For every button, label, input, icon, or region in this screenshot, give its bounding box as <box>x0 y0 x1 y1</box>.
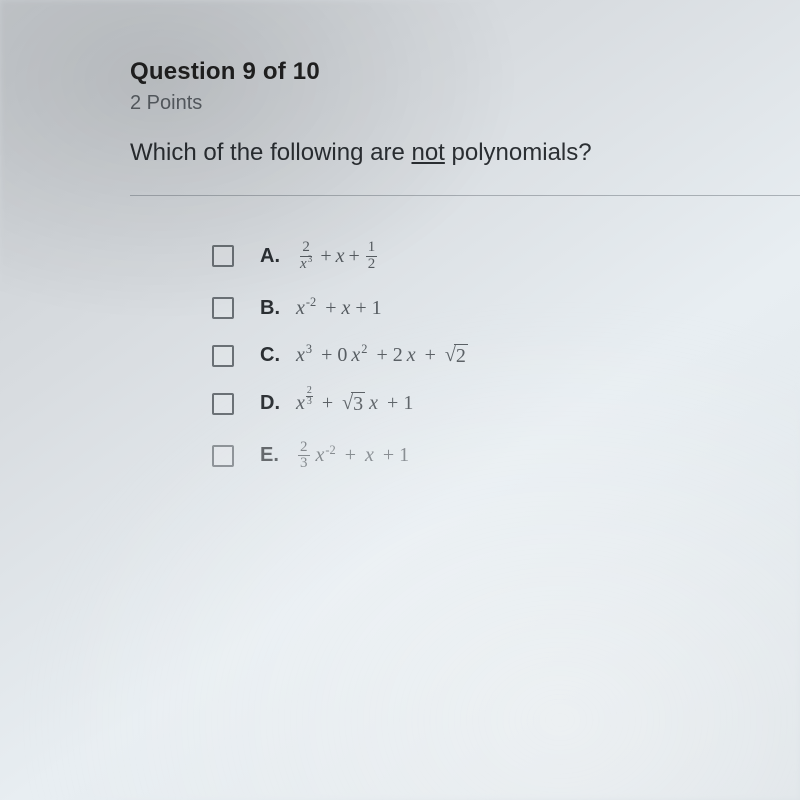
option-c-expression: x3 + 0 x2 + 2x + √2 <box>296 344 468 368</box>
prompt-post: polynomials? <box>445 139 592 166</box>
option-b-expression: x-2 + x + 1 <box>296 297 382 320</box>
option-b-letter: B. <box>260 297 282 320</box>
option-d[interactable]: D. x23 + √3 x + 1 <box>212 392 800 416</box>
question-points: 2 Points <box>130 92 800 115</box>
option-e-expression: 2 3 x-2 + x + 1 <box>296 440 409 473</box>
option-a-letter: A. <box>260 245 282 268</box>
options-list: A. 2 x3 + x + 1 2 B. x-2 + x + 1 <box>212 240 800 472</box>
option-e[interactable]: E. 2 3 x-2 + x + 1 <box>212 440 800 473</box>
option-a-expression: 2 x3 + x + 1 2 <box>296 240 379 273</box>
question-card: Question 9 of 10 2 Points Which of the f… <box>130 58 800 496</box>
option-c-letter: C. <box>260 344 282 367</box>
prompt-not: not <box>411 139 444 166</box>
question-header: Question 9 of 10 <box>130 58 800 86</box>
option-e-letter: E. <box>260 444 282 467</box>
prompt-pre: Which of the following are <box>130 139 411 166</box>
option-d-letter: D. <box>260 392 282 415</box>
checkbox-e[interactable] <box>212 445 234 467</box>
option-a[interactable]: A. 2 x3 + x + 1 2 <box>212 240 800 273</box>
checkbox-c[interactable] <box>212 345 234 367</box>
option-d-expression: x23 + √3 x + 1 <box>296 392 413 416</box>
rest: + x + 1 <box>320 297 381 320</box>
option-c[interactable]: C. x3 + 0 x2 + 2x + √2 <box>212 344 800 368</box>
divider <box>130 195 800 196</box>
question-prompt: Which of the following are not polynomia… <box>130 139 800 167</box>
checkbox-a[interactable] <box>212 245 234 267</box>
checkbox-d[interactable] <box>212 393 234 415</box>
checkbox-b[interactable] <box>212 297 234 319</box>
option-b[interactable]: B. x-2 + x + 1 <box>212 297 800 320</box>
